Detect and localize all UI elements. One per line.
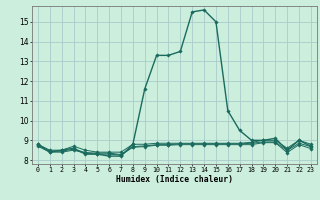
X-axis label: Humidex (Indice chaleur): Humidex (Indice chaleur) [116, 175, 233, 184]
